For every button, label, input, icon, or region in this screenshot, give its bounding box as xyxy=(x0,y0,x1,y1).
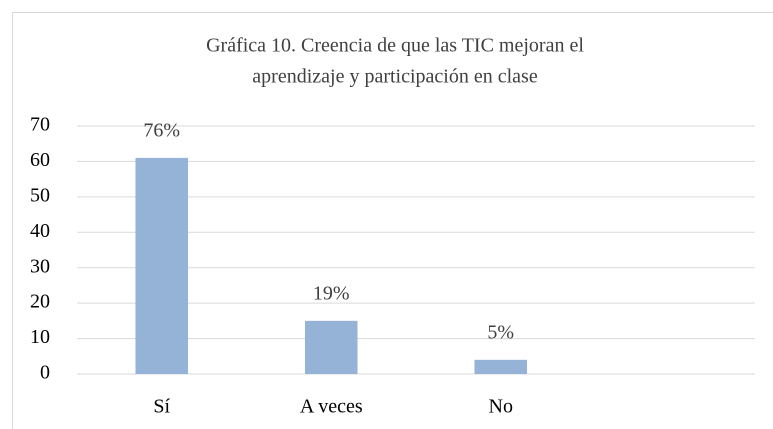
bar xyxy=(135,157,189,374)
data-label: 5% xyxy=(487,321,514,343)
y-tick-label: 0 xyxy=(40,362,50,384)
bar xyxy=(304,320,358,374)
chart-title: Gráfica 10. Creencia de que las TIC mejo… xyxy=(206,35,584,57)
y-tick-label: 20 xyxy=(30,291,50,313)
y-tick-label: 60 xyxy=(30,149,50,171)
y-tick-label: 40 xyxy=(30,220,50,242)
y-tick-label: 10 xyxy=(30,326,50,348)
y-tick-label: 50 xyxy=(30,184,50,206)
chart-title: aprendizaje y participación en clase xyxy=(252,66,538,88)
data-label: 76% xyxy=(143,119,180,141)
y-tick-label: 70 xyxy=(30,114,50,136)
x-tick-label: No xyxy=(489,396,513,418)
x-tick-label: Sí xyxy=(153,396,170,418)
data-label: 19% xyxy=(313,282,350,304)
bar xyxy=(474,359,528,374)
y-tick-label: 30 xyxy=(30,255,50,277)
x-tick-label: A veces xyxy=(300,396,363,418)
